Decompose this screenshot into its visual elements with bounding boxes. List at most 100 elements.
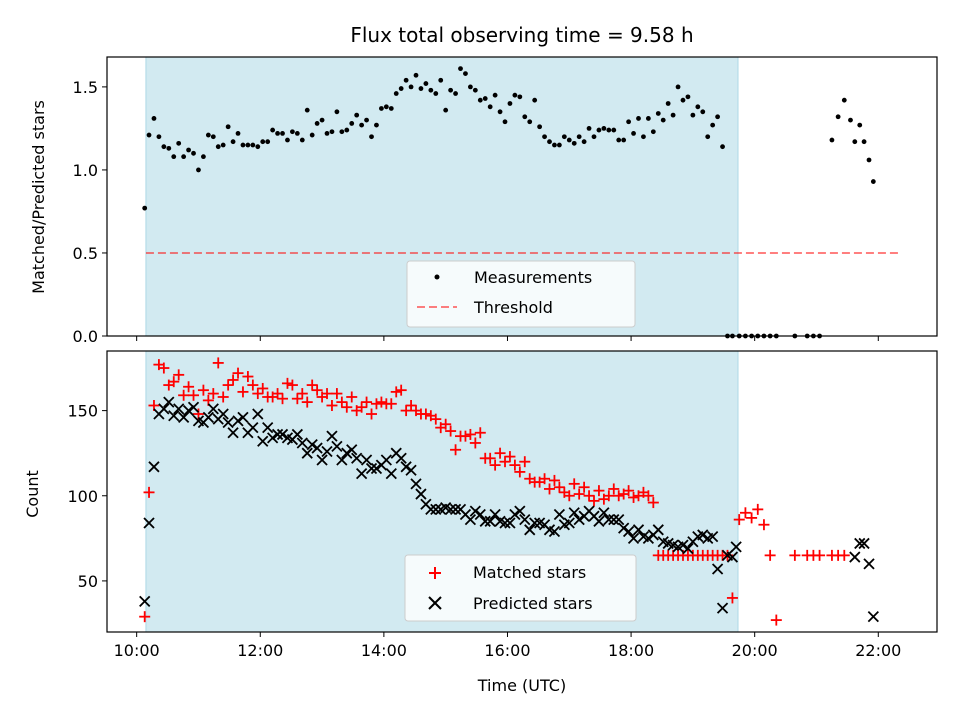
x-tick-label: 16:00 (484, 641, 530, 660)
matched-star-point (281, 377, 293, 389)
measurement-point (835, 114, 841, 120)
measurement-point (527, 119, 533, 125)
matched-star-point (623, 485, 635, 497)
measurement-point (690, 112, 696, 118)
predicted-star-point (158, 403, 170, 415)
measurement-point (314, 121, 320, 126)
matched-star-point (613, 490, 625, 502)
measurement-point (418, 86, 424, 91)
matched-star-point (739, 507, 751, 519)
predicted-star-point (365, 462, 378, 475)
matched-star-point (838, 549, 850, 561)
measurement-point (561, 134, 567, 140)
matched-star-point (469, 437, 481, 449)
measurement-point (829, 137, 835, 143)
predicted-star-point (622, 525, 635, 538)
predicted-star-point (306, 439, 318, 451)
matched-star-point (519, 456, 531, 468)
predicted-star-point (177, 411, 190, 424)
measurement-point (329, 129, 335, 135)
legend-marker-matched (429, 567, 441, 579)
measurement-point (586, 126, 592, 131)
matched-star-point (197, 384, 209, 396)
measurement-point (225, 124, 231, 130)
measurement-point (413, 72, 419, 78)
measurement-point (680, 97, 686, 103)
matched-star-point (217, 391, 229, 403)
matched-star-point (326, 399, 338, 411)
x-tick-label: 18:00 (608, 641, 654, 660)
measurement-point (675, 84, 681, 90)
predicted-star-point (642, 532, 655, 544)
measurement-point (220, 142, 226, 148)
predicted-star-point (711, 563, 724, 575)
predicted-star-point (603, 513, 615, 526)
predicted-star-point (854, 537, 866, 550)
predicted-star-point (301, 447, 313, 459)
measurement-point (650, 129, 656, 135)
measurement-point (670, 112, 676, 118)
predicted-star-point (677, 539, 689, 551)
matched-star-point (291, 393, 303, 405)
measurement-point (196, 167, 201, 173)
matched-star-point (242, 371, 254, 383)
measurement-point (230, 139, 236, 145)
predicted-star-point (163, 396, 175, 408)
y-ticks-bottom: 50 100 150 (67, 402, 107, 591)
matched-star-point (430, 413, 442, 425)
predicted-star-point (316, 454, 328, 466)
measurement-point (324, 130, 330, 136)
matched-star-point (450, 444, 462, 456)
matched-star-point (544, 483, 556, 495)
matched-star-point (764, 549, 776, 561)
measurement-point (665, 101, 671, 106)
matched-star-point (375, 396, 387, 408)
predicted-star-point (341, 447, 353, 459)
predicted-star-point (474, 508, 486, 521)
predicted-star-point (598, 507, 610, 519)
measurement-point (502, 119, 508, 125)
measurement-point (631, 130, 636, 136)
matched-star-point (746, 512, 758, 524)
measurement-point (423, 81, 429, 86)
x-ticks-bottom: 10:00 12:00 14:00 16:00 18:00 20:00 22:00 (114, 632, 901, 660)
matched-star-point (168, 376, 180, 388)
predicted-star-point (449, 503, 462, 516)
matched-star-point (296, 388, 308, 400)
predicted-star-point (627, 532, 640, 544)
matched-star-point (385, 398, 397, 410)
measurement-point (626, 119, 632, 125)
x-tick-label: 20:00 (732, 641, 778, 660)
matched-star-point (603, 490, 615, 502)
measurement-point (542, 134, 547, 140)
matched-star-point (628, 491, 640, 503)
measurement-point (334, 109, 340, 115)
measurement-point (512, 92, 518, 98)
measurement-point (591, 134, 597, 140)
predicted-star-point (257, 435, 269, 447)
measurement-point (290, 129, 295, 135)
measurement-point (705, 134, 711, 140)
legend-label-matched: Matched stars (473, 563, 586, 582)
matched-star-point (499, 456, 511, 468)
matched-star-point (237, 386, 249, 398)
measurement-point (857, 122, 863, 128)
measurement-point (255, 144, 261, 150)
predicted-star-point (380, 454, 392, 466)
legend-label-measurements: Measurements (474, 268, 592, 287)
measurement-point (700, 109, 706, 115)
measurement-point (294, 130, 300, 136)
matched-star-point (440, 418, 452, 430)
matched-star-point (459, 430, 471, 442)
matched-star-point (642, 490, 654, 502)
measurement-point (265, 139, 271, 145)
measurement-point (304, 107, 310, 113)
measurement-point (250, 142, 256, 148)
measurement-point (354, 112, 360, 118)
predicted-star-point (632, 524, 645, 536)
measurement-point (369, 134, 374, 140)
measurement-point (379, 106, 384, 111)
predicted-star-point (849, 551, 861, 563)
predicted-star-point (682, 542, 694, 555)
panel-count: 10:00 12:00 14:00 16:00 18:00 20:00 22:00 50 10… (23, 350, 938, 695)
